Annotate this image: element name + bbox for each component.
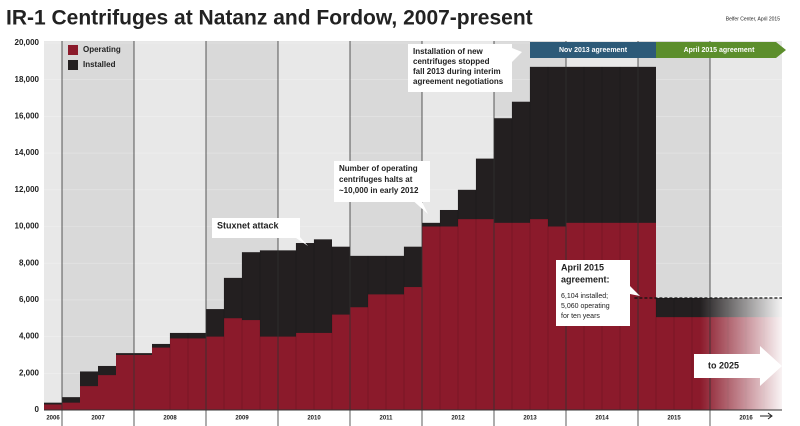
operating-bar — [98, 375, 116, 410]
x-tick-label: 2006 — [46, 416, 60, 422]
callout-text: centrifuges halts at — [339, 175, 413, 184]
callout-text: Stuxnet attack — [217, 220, 280, 230]
banner — [656, 42, 786, 58]
operating-bar — [512, 222, 530, 410]
projection-fade — [700, 295, 782, 410]
y-tick-label: 18,000 — [15, 75, 40, 84]
operating-bar — [458, 219, 476, 410]
operating-bar — [656, 317, 674, 410]
year-band — [44, 41, 62, 410]
operating-bar — [44, 404, 62, 410]
callout-text: 5,060 operating — [561, 303, 610, 310]
operating-bar — [188, 338, 206, 410]
x-tick-label: 2016 — [739, 416, 753, 422]
callout-text: 6,104 installed; — [561, 293, 608, 300]
callout-text: Number of operating — [339, 164, 418, 173]
operating-bar — [476, 219, 494, 410]
operating-bar — [278, 336, 296, 410]
legend-swatch — [68, 45, 78, 55]
operating-bar — [116, 354, 134, 410]
callout-text: April 2015 — [561, 262, 604, 272]
y-tick-label: 14,000 — [15, 148, 40, 157]
y-tick-label: 0 — [35, 405, 40, 414]
operating-bar — [404, 287, 422, 410]
callout-box — [334, 161, 430, 214]
x-tick-label: 2009 — [235, 416, 249, 422]
x-tick-label: 2008 — [163, 416, 177, 422]
operating-bar — [314, 332, 332, 410]
operating-bar — [440, 226, 458, 410]
source: Belfer Center, April 2015 — [726, 16, 780, 22]
operating-bar — [242, 320, 260, 410]
x-tick-label: 2011 — [379, 416, 393, 422]
y-tick-label: 2,000 — [19, 368, 40, 377]
callout-box — [556, 260, 640, 326]
callout-box — [408, 44, 522, 92]
operating-bar — [332, 314, 350, 410]
operating-bar — [386, 294, 404, 410]
y-tick-label: 12,000 — [15, 185, 40, 194]
operating-bar — [152, 347, 170, 410]
x-tick-label: 2010 — [307, 416, 321, 422]
y-tick-label: 4,000 — [19, 332, 40, 341]
callout-text: ~10,000 in early 2012 — [339, 186, 419, 195]
operating-bar — [368, 294, 386, 410]
callout-text: Installation of new — [413, 47, 484, 56]
operating-bar — [638, 222, 656, 410]
x-tick-label: 2015 — [667, 416, 681, 422]
callout-text: fall 2013 during interim — [413, 67, 501, 76]
y-tick-label: 20,000 — [15, 38, 40, 47]
y-tick-label: 8,000 — [19, 258, 40, 267]
legend-label: Operating — [83, 45, 121, 54]
y-tick-label: 6,000 — [19, 295, 40, 304]
banner-label: April 2015 agreement — [684, 47, 755, 54]
operating-bar — [80, 386, 98, 410]
x-tick-label: 2014 — [595, 416, 609, 422]
axis-arrow — [760, 412, 773, 420]
operating-bar — [62, 402, 80, 410]
operating-bar — [494, 222, 512, 410]
operating-bar — [296, 332, 314, 410]
x-tick-label: 2012 — [451, 416, 465, 422]
x-tick-label: 2007 — [91, 416, 105, 422]
operating-bar — [350, 307, 368, 410]
future-label: to 2025 — [708, 360, 739, 370]
operating-bar — [206, 336, 224, 410]
callout-text: centrifuges stopped — [413, 57, 490, 66]
callout-text: for ten years — [561, 313, 600, 320]
callout-text: agreement: — [561, 274, 610, 284]
operating-bar — [674, 317, 692, 410]
legend-label: Installed — [83, 60, 116, 69]
operating-bar — [170, 338, 188, 410]
axis-strip — [44, 410, 782, 426]
y-tick-label: 16,000 — [15, 112, 40, 121]
x-tick-label: 2013 — [523, 416, 537, 422]
legend-swatch — [68, 60, 78, 70]
callout-box — [212, 218, 308, 246]
operating-bar — [422, 226, 440, 410]
year-band — [62, 41, 134, 410]
banner — [530, 42, 656, 58]
future-arrow — [694, 346, 782, 386]
banner-label: Nov 2013 agreement — [559, 47, 628, 54]
operating-bar — [530, 219, 548, 410]
operating-bar — [224, 318, 242, 410]
operating-bar — [134, 354, 152, 410]
operating-bar — [260, 336, 278, 410]
chart-title: IR-1 Centrifuges at Natanz and Fordow, 2… — [6, 7, 533, 30]
callout-text: agreement negotiations — [413, 77, 504, 86]
y-tick-label: 10,000 — [15, 222, 40, 231]
